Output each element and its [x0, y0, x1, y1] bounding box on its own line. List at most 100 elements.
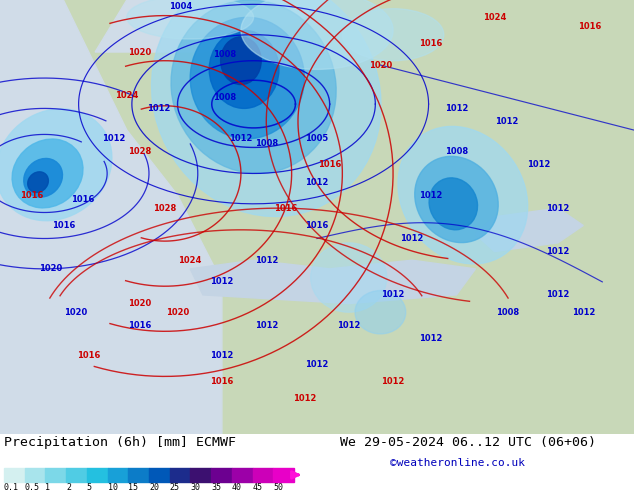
Text: 1020: 1020 — [65, 308, 87, 317]
Text: 2: 2 — [66, 483, 71, 490]
Text: 1016: 1016 — [128, 321, 151, 330]
Ellipse shape — [127, 0, 254, 39]
Text: 1012: 1012 — [103, 134, 126, 143]
Ellipse shape — [429, 178, 477, 230]
Bar — [128, 468, 149, 482]
Text: 1016: 1016 — [578, 22, 601, 30]
Text: 1016: 1016 — [210, 377, 233, 386]
Text: 1024: 1024 — [179, 256, 202, 265]
Text: 1016: 1016 — [420, 39, 443, 48]
Text: 5: 5 — [87, 483, 92, 490]
Text: 1016: 1016 — [20, 191, 43, 199]
Bar — [66, 468, 87, 482]
Ellipse shape — [398, 126, 527, 264]
Text: 1012: 1012 — [527, 160, 550, 169]
Text: 1012: 1012 — [547, 247, 569, 256]
Ellipse shape — [209, 30, 279, 108]
Text: 1016: 1016 — [274, 204, 297, 213]
Text: 1028: 1028 — [153, 204, 176, 213]
Text: ©weatheronline.co.uk: ©weatheronline.co.uk — [390, 458, 525, 468]
Bar — [46, 468, 66, 482]
Ellipse shape — [311, 243, 387, 312]
Bar — [273, 468, 294, 482]
Text: 30: 30 — [190, 483, 200, 490]
Text: 1008: 1008 — [255, 139, 278, 147]
Text: 1004: 1004 — [169, 2, 192, 11]
Ellipse shape — [415, 156, 498, 243]
Text: 45: 45 — [252, 483, 262, 490]
Text: 1012: 1012 — [401, 234, 424, 243]
Text: 1016: 1016 — [71, 195, 94, 204]
Text: 50: 50 — [273, 483, 283, 490]
Text: 1012: 1012 — [382, 291, 404, 299]
Polygon shape — [95, 0, 330, 52]
Ellipse shape — [152, 0, 381, 217]
Text: 25: 25 — [170, 483, 179, 490]
Bar — [4, 468, 25, 482]
Ellipse shape — [171, 0, 336, 173]
Text: 1012: 1012 — [255, 256, 278, 265]
Text: 1016: 1016 — [306, 221, 328, 230]
Text: 0.1: 0.1 — [4, 483, 19, 490]
Text: 1020: 1020 — [39, 265, 62, 273]
Text: 1020: 1020 — [369, 61, 392, 70]
Text: 1016: 1016 — [77, 351, 100, 360]
Text: 1012: 1012 — [210, 351, 233, 360]
Text: 1008: 1008 — [214, 49, 236, 59]
Text: 1012: 1012 — [382, 377, 404, 386]
Bar — [108, 468, 128, 482]
Text: 1012: 1012 — [293, 394, 316, 403]
Text: 1: 1 — [46, 483, 51, 490]
Text: 1008: 1008 — [445, 147, 468, 156]
Text: 1012: 1012 — [572, 308, 595, 317]
Text: 1012: 1012 — [337, 321, 360, 330]
Ellipse shape — [342, 9, 444, 61]
Polygon shape — [476, 208, 583, 251]
Ellipse shape — [28, 172, 48, 193]
Text: 1020: 1020 — [128, 299, 151, 308]
Text: 40: 40 — [232, 483, 242, 490]
Ellipse shape — [190, 17, 304, 139]
Text: 35: 35 — [211, 483, 221, 490]
Text: 15: 15 — [128, 483, 138, 490]
Text: 1012: 1012 — [230, 134, 252, 143]
Text: 1012: 1012 — [420, 191, 443, 199]
Text: 1012: 1012 — [496, 117, 519, 126]
Ellipse shape — [355, 291, 406, 334]
Text: 1012: 1012 — [420, 334, 443, 343]
Ellipse shape — [241, 0, 393, 70]
Text: 1008: 1008 — [214, 93, 236, 102]
Bar — [25, 468, 46, 482]
Bar — [252, 468, 273, 482]
Bar — [170, 468, 190, 482]
Text: 1016: 1016 — [318, 160, 341, 169]
Text: Precipitation (6h) [mm] ECMWF: Precipitation (6h) [mm] ECMWF — [4, 436, 236, 449]
Ellipse shape — [12, 139, 83, 208]
Text: 1012: 1012 — [306, 360, 328, 369]
Bar — [211, 468, 232, 482]
Text: 1012: 1012 — [210, 277, 233, 286]
Text: 1005: 1005 — [306, 134, 328, 143]
Text: We 29-05-2024 06..12 UTC (06+06): We 29-05-2024 06..12 UTC (06+06) — [340, 436, 596, 449]
Bar — [149, 468, 170, 482]
Text: 1024: 1024 — [483, 13, 506, 22]
Text: 1012: 1012 — [445, 104, 468, 113]
Text: 1012: 1012 — [255, 321, 278, 330]
Polygon shape — [0, 0, 222, 434]
Bar — [87, 468, 108, 482]
Bar — [232, 468, 252, 482]
Text: 1020: 1020 — [166, 308, 189, 317]
Text: 1020: 1020 — [128, 48, 151, 56]
Text: 1012: 1012 — [147, 104, 170, 113]
Text: 1012: 1012 — [306, 178, 328, 187]
Text: 1028: 1028 — [128, 147, 151, 156]
Text: 20: 20 — [149, 483, 159, 490]
Ellipse shape — [0, 109, 112, 220]
Text: 1012: 1012 — [547, 204, 569, 213]
Bar — [190, 468, 211, 482]
Ellipse shape — [23, 158, 63, 197]
Text: 0.5: 0.5 — [25, 483, 40, 490]
Text: 10: 10 — [108, 483, 117, 490]
Ellipse shape — [221, 37, 261, 85]
Polygon shape — [190, 260, 476, 304]
